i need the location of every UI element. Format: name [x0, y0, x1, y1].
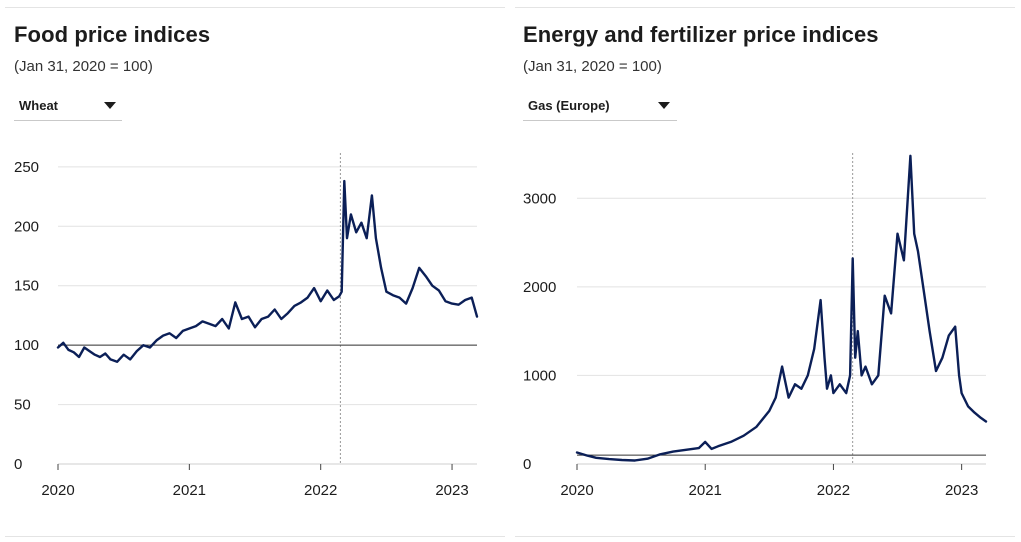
x-tick-label: 2021 [173, 482, 206, 499]
food-line-chart: 0 50 100 150 200 250 2020 2021 2022 2023 [14, 153, 479, 499]
food-chart-subtitle: (Jan 31, 2020 = 100) [14, 58, 153, 75]
x-tick-label: 2021 [689, 482, 722, 499]
commodity-dropdown[interactable]: Wheat [14, 96, 122, 121]
y-tick-label: 150 [14, 278, 39, 295]
food-chart-title: Food price indices [14, 22, 211, 47]
energy-chart-subtitle: (Jan 31, 2020 = 100) [523, 58, 662, 75]
y-tick-label: 2000 [523, 279, 556, 296]
y-tick-label: 1000 [523, 367, 556, 384]
x-tick-label: 2022 [304, 482, 337, 499]
x-tick-label: 2022 [817, 482, 850, 499]
x-tick-label: 2020 [41, 482, 74, 499]
food-price-panel: Food price indices (Jan 31, 2020 = 100) … [0, 0, 500, 542]
energy-chart-title: Energy and fertilizer price indices [523, 22, 879, 47]
caret-down-icon [658, 102, 670, 109]
x-tick-label: 2023 [945, 482, 978, 499]
y-tick-label: 0 [523, 456, 531, 473]
energy-line-chart: 0 1000 2000 3000 2020 2021 2022 2023 [523, 153, 988, 499]
y-tick-label: 250 [14, 159, 39, 176]
caret-down-icon [104, 102, 116, 109]
x-tick-label: 2020 [560, 482, 593, 499]
x-tick-label: 2023 [435, 482, 468, 499]
y-tick-label: 3000 [523, 190, 556, 207]
series-line [575, 154, 988, 462]
y-tick-label: 200 [14, 218, 39, 235]
bottom-divider [5, 536, 505, 537]
dropdown-selected-value: Gas (Europe) [528, 98, 610, 113]
energy-price-panel: Energy and fertilizer price indices (Jan… [510, 0, 1010, 542]
dropdown-selected-value: Wheat [19, 98, 58, 113]
y-tick-label: 50 [14, 397, 31, 414]
y-tick-label: 0 [14, 456, 22, 473]
bottom-divider [515, 536, 1015, 537]
y-tick-label: 100 [14, 337, 39, 354]
series-line [56, 179, 479, 363]
commodity-dropdown[interactable]: Gas (Europe) [523, 96, 677, 121]
top-divider [515, 7, 1015, 8]
top-divider [5, 7, 505, 8]
